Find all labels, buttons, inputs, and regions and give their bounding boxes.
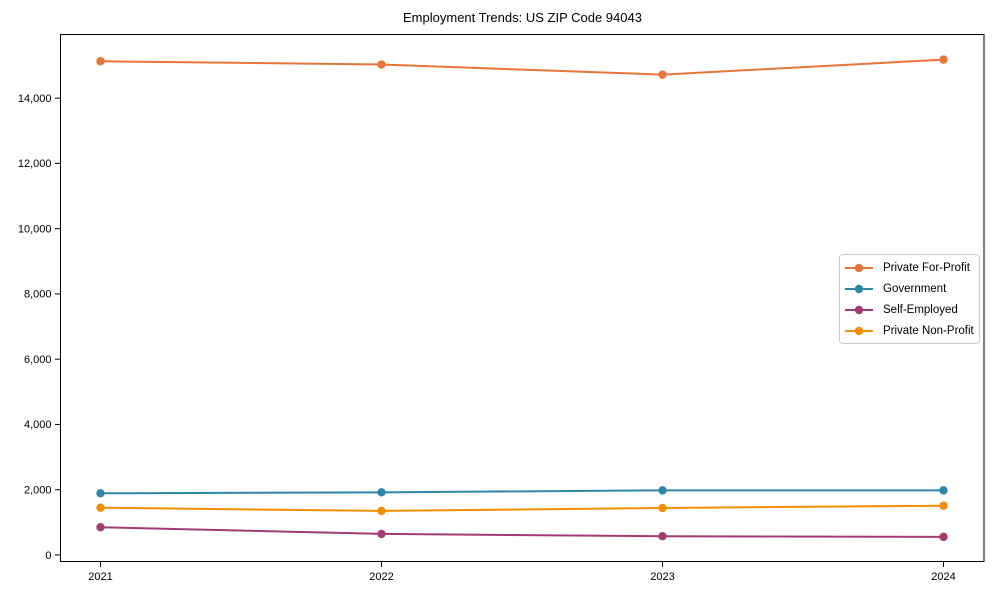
data-point [377,60,386,69]
data-point [658,503,667,513]
legend-item: Private Non-Profit [844,320,979,341]
y-tick-label: 8,000 [24,289,52,301]
x-tick-label: 2023 [650,571,674,583]
data-point [658,70,667,79]
data-point [658,532,667,541]
series-self-employed [96,523,948,542]
series-line [100,489,944,495]
series-line [100,504,944,512]
y-tick-label: 6,000 [24,354,52,366]
series-private-for-profit [96,55,948,79]
y-tick-label: 2,000 [24,485,52,497]
x-tick-label: 2022 [369,571,393,583]
legend-item: Self-Employed [844,299,979,320]
legend: Private For-Profit Government Self-Employe… [839,254,980,344]
data-point [939,501,948,510]
series-line [100,58,944,76]
data-point [939,486,948,495]
y-tick-label: 12,000 [18,158,52,170]
series-private-non-profit [96,501,948,516]
x-tick-label: 2021 [88,571,112,583]
series-line [100,526,944,538]
legend-marker-icon [845,284,873,293]
data-point [96,489,105,498]
series-government [96,486,948,498]
data-point [658,486,667,495]
x-tick-label: 2024 [931,571,955,583]
legend-label: Private Non-Profit [883,324,974,337]
data-point [96,57,105,66]
legend-marker-icon [845,305,873,314]
legend-label: Self-Employed [883,303,958,316]
data-point [377,506,386,516]
y-tick-label: 4,000 [24,419,52,431]
chart-title: Employment Trends: US ZIP Code 94043 [403,10,642,25]
plot-border [60,34,985,562]
data-point [96,503,105,512]
data-point [939,532,948,542]
data-point [939,55,948,64]
legend-marker-icon [845,263,873,272]
legend-item: Government [844,278,979,299]
data-point [377,488,386,497]
legend-label: Private For-Profit [883,261,970,274]
legend-item: Private For-Profit [844,257,979,278]
y-tick-label: 10,000 [18,223,52,235]
y-tick-label: 0 [45,550,51,562]
legend-label: Government [883,282,947,295]
data-point [377,529,386,539]
legend-marker-icon [845,326,873,335]
data-point [96,523,105,532]
y-tick-label: 14,000 [18,93,52,105]
